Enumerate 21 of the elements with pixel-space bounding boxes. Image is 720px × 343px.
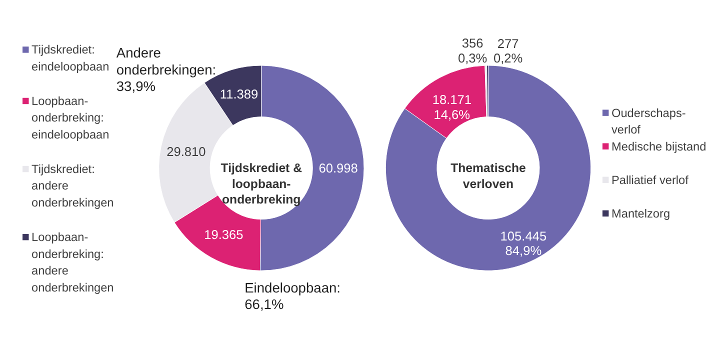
legend-label: Medische bijstand	[612, 139, 706, 154]
data-label: 11.389	[220, 86, 258, 102]
data-label: 19.365	[204, 227, 244, 242]
legend-label: Mantelzorg	[612, 206, 670, 220]
text: Eindeloopbaan: 66,1%	[244, 280, 341, 312]
legend-label: Tijdskrediet: eindeloopbaan	[32, 42, 110, 74]
text: Thematische verloven	[450, 160, 526, 191]
legend-label: Tijdskrediet: andere onderbrekingen	[32, 162, 114, 210]
legend-label: Palliatief verlof	[612, 172, 690, 187]
data-label: 356 0,3%	[458, 36, 488, 66]
data-label: 277 0,2%	[493, 36, 523, 66]
data-label: 29.810	[166, 144, 206, 159]
legend-label: Loopbaan- onderbreking: eindeloopbaan	[32, 94, 110, 142]
data-label: 60.998	[318, 160, 358, 176]
text: Andere onderbrekingen: 33,9%	[116, 46, 216, 94]
text: Tijdskrediet & loopbaan- onderbreking	[220, 160, 302, 207]
legend-label: Loopbaan- onderbreking: andere onderbrekingen	[32, 230, 114, 294]
data-label: 18.171 14,6%	[432, 92, 472, 122]
legend-label: Ouderschaps- verlof	[612, 106, 686, 137]
data-label: 105.445 84,9%	[500, 228, 547, 258]
donut-slice	[385, 65, 591, 271]
